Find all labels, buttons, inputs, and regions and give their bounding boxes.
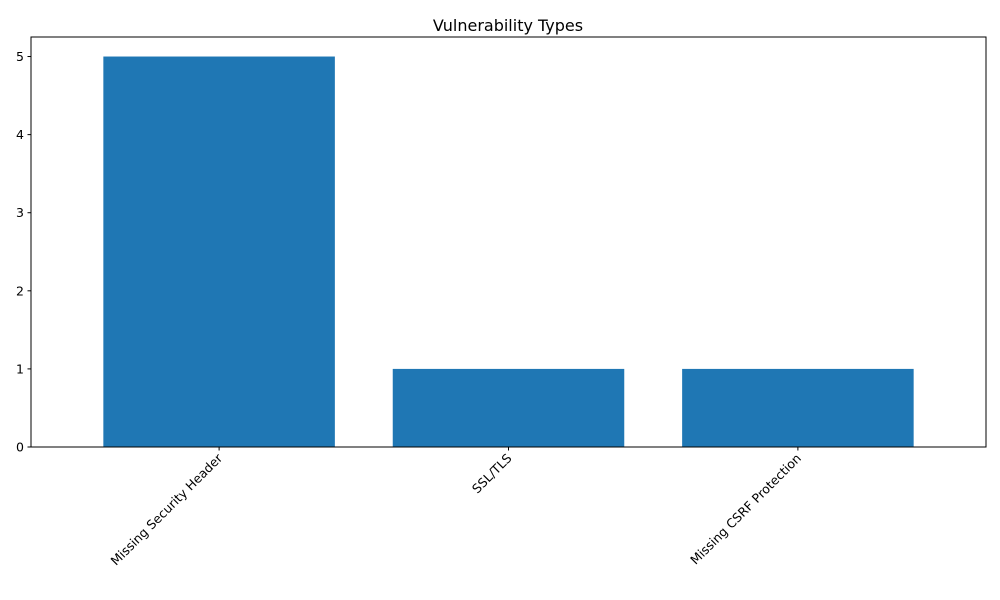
bar-1 [392, 368, 625, 447]
y-tick-label-5: 5 [16, 49, 24, 64]
y-tick-label-0: 0 [16, 440, 24, 455]
x-tick-label-0: Missing Security Header [108, 450, 226, 568]
y-tick-label-3: 3 [16, 205, 24, 220]
y-axis: 0 1 2 3 4 5 [16, 49, 31, 455]
plot-frame [30, 36, 987, 448]
x-tick-label-2: Missing CSRF Protection [687, 451, 804, 568]
bar-0 [103, 56, 335, 448]
bar-2 [682, 368, 914, 447]
x-tick-label-1: SSL/TLS [469, 450, 515, 496]
chart-title: Vulnerability Types [433, 16, 583, 35]
bars [103, 56, 914, 448]
y-tick-label-1: 1 [16, 361, 24, 376]
y-tick-label-4: 4 [16, 127, 24, 142]
x-axis: Missing Security Header SSL/TLS Missing CS… [108, 447, 804, 568]
y-tick-label-2: 2 [16, 283, 24, 298]
